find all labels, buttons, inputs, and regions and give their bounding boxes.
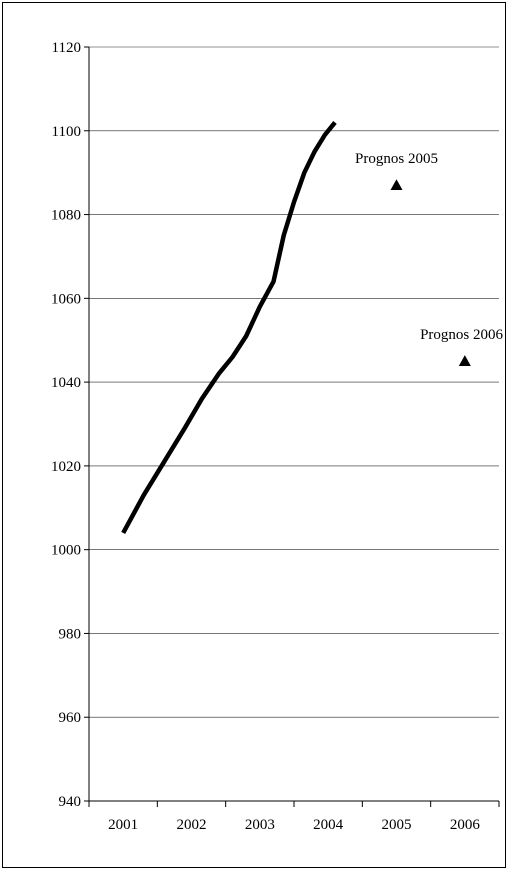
axes xyxy=(84,46,500,807)
y-tick-label-960: 960 xyxy=(59,710,82,726)
forecast-marker-2006 xyxy=(458,355,471,366)
series xyxy=(121,120,337,534)
x-tick-label-2003: 2003 xyxy=(245,817,275,833)
x-tick-labels: 2001 2002 2003 2004 2005 2006 xyxy=(108,817,480,833)
y-tick-label-980: 980 xyxy=(59,626,82,642)
series-line-0 xyxy=(121,120,337,534)
x-tick-label-2002: 2002 xyxy=(177,817,207,833)
x-tick-label-2004: 2004 xyxy=(313,817,344,833)
x-tick-label-2005: 2005 xyxy=(382,817,412,833)
y-tick-label-1000: 1000 xyxy=(51,543,81,559)
x-tick-label-2001: 2001 xyxy=(108,817,138,833)
y-tick-label-1020: 1020 xyxy=(51,459,81,475)
gridlines xyxy=(89,46,499,718)
forecast-label-2005: Prognos 2005 xyxy=(355,151,438,167)
forecast-label-2006: Prognos 2006 xyxy=(420,327,503,343)
y-tick-label-940: 940 xyxy=(59,794,82,810)
x-tick-label-2006: 2006 xyxy=(450,817,481,833)
y-tick-label-1040: 1040 xyxy=(51,375,81,391)
y-tick-label-1120: 1120 xyxy=(52,40,81,56)
y-tick-label-1100: 1100 xyxy=(52,124,81,140)
forecast-points: Prognos 2005 Prognos 2006 xyxy=(355,151,503,366)
forecast-marker-2005 xyxy=(390,179,403,191)
y-tick-label-1060: 1060 xyxy=(51,291,81,307)
line-chart: 940 960 980 1000 1020 1040 1060 1080 1100 1120 20… xyxy=(51,40,503,833)
y-tick-labels: 940 960 980 1000 1020 1040 1060 1080 1100 1120 xyxy=(51,40,81,810)
y-tick-label-1080: 1080 xyxy=(51,208,81,224)
